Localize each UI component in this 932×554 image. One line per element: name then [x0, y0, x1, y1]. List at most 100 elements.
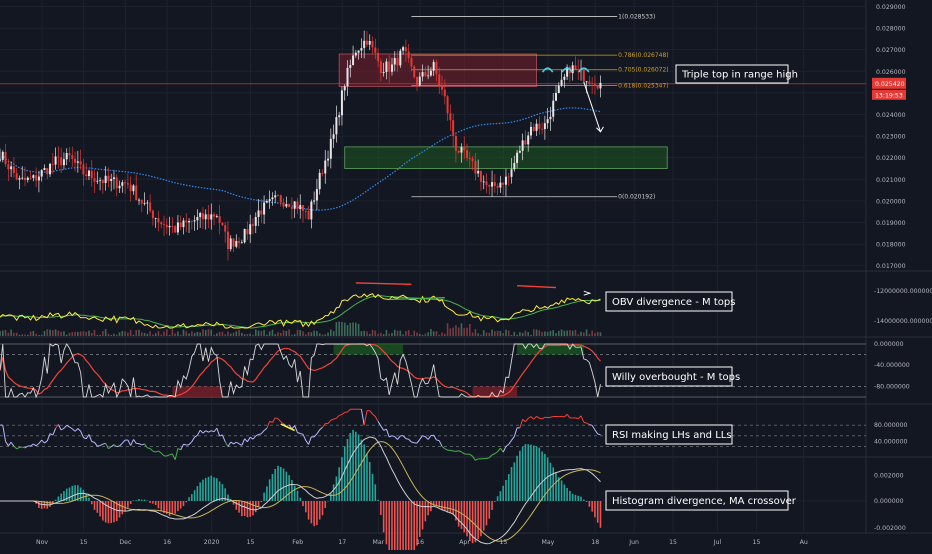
rsi-segment — [339, 415, 342, 416]
candle — [277, 195, 279, 196]
macd-histogram-bar — [194, 490, 196, 501]
macd-histogram-bar — [405, 501, 407, 550]
candle — [121, 182, 123, 185]
macd-histogram-bar — [83, 490, 85, 501]
macd-histogram-bar — [99, 501, 101, 516]
candle — [486, 181, 488, 185]
rsi-segment — [86, 434, 89, 438]
volume-bar — [486, 332, 488, 336]
volume-bar — [333, 331, 335, 336]
rsi-segment — [520, 419, 523, 428]
rsi-segment — [512, 437, 515, 441]
candle — [199, 213, 201, 217]
macd-histogram-bar — [347, 439, 349, 501]
volume-bar — [347, 325, 349, 336]
rsi-segment — [225, 442, 228, 447]
macd-histogram-bar — [124, 501, 126, 512]
volume-bar — [152, 334, 154, 336]
volume-bar — [430, 329, 432, 336]
time-tick-label: 15 — [753, 539, 761, 546]
volume-bar — [394, 330, 396, 336]
annotation-text: Histogram divergence, MA crossover — [612, 496, 797, 507]
rsi-segment — [150, 449, 153, 452]
price-panel[interactable]: 1(0.028533)0.786(0.026748)0.705(0.026072… — [0, 14, 866, 261]
volume-bar — [124, 331, 126, 336]
rsi-segment — [70, 427, 73, 429]
rsi-segment — [498, 448, 501, 452]
volume-bar — [491, 330, 493, 336]
macd-histogram-bar — [324, 501, 326, 508]
candle — [38, 177, 40, 181]
volume-bar — [49, 330, 51, 336]
rsi-segment — [31, 444, 34, 446]
candle — [463, 147, 465, 150]
macd-panel[interactable] — [0, 430, 866, 550]
rsi-panel[interactable] — [0, 409, 866, 460]
rsi-segment — [236, 442, 239, 444]
volume-bar — [16, 333, 18, 336]
candle — [524, 140, 526, 144]
candle — [43, 168, 45, 170]
price-tick-label: 0.022000 — [876, 155, 906, 162]
candle — [330, 139, 332, 159]
macd-histogram-bar — [199, 482, 201, 501]
volume-bar — [258, 331, 260, 336]
fib-label: 0.786(0.026748) — [618, 52, 669, 59]
volume-bar — [536, 330, 538, 336]
volume-bar — [91, 333, 93, 336]
macd-histogram-bar — [119, 501, 121, 517]
volume-bar — [272, 330, 274, 336]
candle — [533, 127, 535, 131]
macd-histogram-bar — [149, 501, 151, 503]
candle — [391, 65, 393, 72]
candle — [416, 77, 418, 85]
candle — [483, 181, 485, 182]
volume-bar — [297, 330, 299, 336]
fib-label: 0.618(0.025347) — [618, 82, 669, 89]
volume-bar — [174, 334, 176, 336]
volume-bar — [444, 334, 446, 336]
volume-bar — [52, 330, 54, 336]
candle — [208, 214, 210, 219]
macd-histogram-bar — [122, 501, 124, 514]
candle — [157, 218, 159, 222]
volume-bar — [533, 329, 535, 336]
candle — [107, 176, 109, 181]
candle — [52, 164, 54, 165]
volume-bar — [561, 329, 563, 336]
macd-histogram-bar — [413, 501, 415, 550]
volume-bar — [41, 335, 43, 336]
candle — [94, 178, 96, 181]
volume-bar — [397, 331, 399, 336]
macd-histogram-bar — [177, 501, 179, 511]
volume-bar — [247, 334, 249, 336]
volume-bar — [450, 328, 452, 336]
volume-bar — [13, 333, 15, 336]
candle — [444, 90, 446, 97]
volume-bar — [305, 334, 307, 336]
rsi-segment — [261, 430, 264, 433]
volume-bar — [594, 333, 596, 336]
candle — [274, 195, 276, 197]
candle — [152, 211, 154, 218]
rsi-segment — [181, 444, 184, 450]
candle — [5, 152, 7, 164]
candle — [116, 177, 118, 188]
candle — [82, 164, 84, 174]
rsi-segment — [270, 421, 273, 422]
macd-histogram-bar — [369, 462, 371, 501]
williams-panel[interactable] — [0, 344, 866, 397]
volume-bar — [244, 334, 246, 336]
time-tick-label: 15 — [669, 539, 677, 546]
macd-histogram-bar — [463, 501, 465, 532]
volume-bar — [63, 331, 65, 336]
volume-bar — [316, 331, 318, 336]
macd-histogram-bar — [586, 501, 588, 502]
will-tick-label: -80.000000 — [874, 383, 910, 390]
macd-histogram-bar — [94, 501, 96, 510]
volume-bar — [236, 331, 238, 336]
obv-panel[interactable] — [0, 283, 601, 336]
will-tick-label: -40.000000 — [874, 362, 910, 369]
volume-bar — [530, 335, 532, 336]
